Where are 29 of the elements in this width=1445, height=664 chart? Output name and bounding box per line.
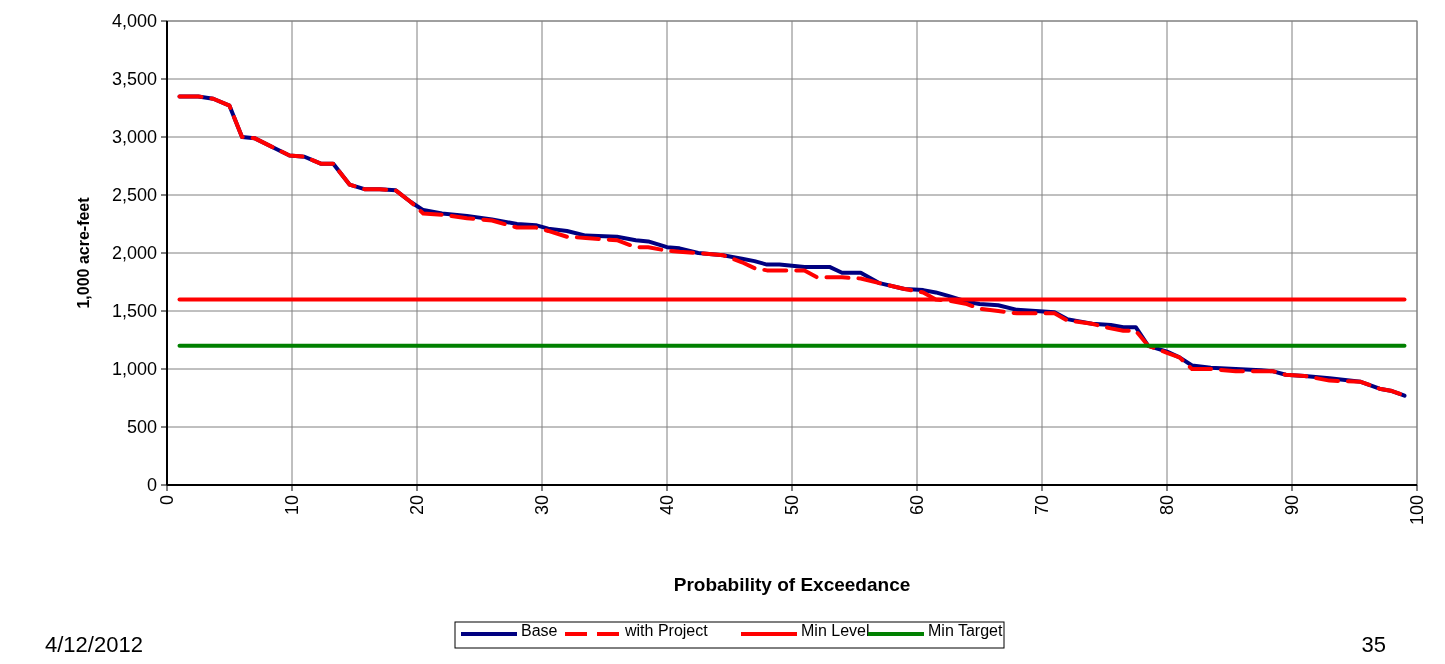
x-tick-label: 20: [407, 495, 428, 516]
y-tick-label: 0: [146, 475, 157, 496]
x-tick-label: 30: [532, 495, 553, 516]
y-tick-label: 3,000: [111, 127, 157, 148]
x-tick-label: 90: [1282, 495, 1303, 516]
x-tick-label: 10: [282, 495, 303, 516]
legend-label: with Project: [624, 621, 709, 639]
y-tick-label: 4,000: [111, 11, 157, 32]
x-tick-label: 60: [907, 495, 928, 516]
y-tick-label: 3,500: [111, 69, 157, 90]
x-tick-label: 40: [657, 495, 678, 516]
y-tick-label: 1,000: [111, 359, 157, 380]
text: 4/12/2012: [45, 632, 143, 657]
y-tick-label: 2,500: [111, 185, 157, 206]
x-tick-label: 0: [157, 495, 178, 506]
line-series: [177, 94, 1407, 398]
x-axis-title: Probability of Exceedance: [673, 574, 911, 595]
legend-label: Base: [521, 621, 558, 639]
y-axis-title: 1,000 acre-feet: [75, 196, 92, 309]
text: 35: [1361, 632, 1386, 657]
x-tick-label: 70: [1032, 495, 1053, 516]
x-tick-label: 80: [1157, 495, 1178, 516]
legend-label: Min Level: [801, 621, 870, 639]
y-tick-label: 2,000: [111, 243, 157, 264]
y-tick-label: 500: [126, 417, 157, 438]
y-tick-label: 1,500: [111, 301, 157, 322]
x-tick-label: 50: [782, 495, 803, 516]
x-tick-label: 100: [1407, 495, 1428, 526]
legend-label: Min Target: [928, 621, 1003, 639]
